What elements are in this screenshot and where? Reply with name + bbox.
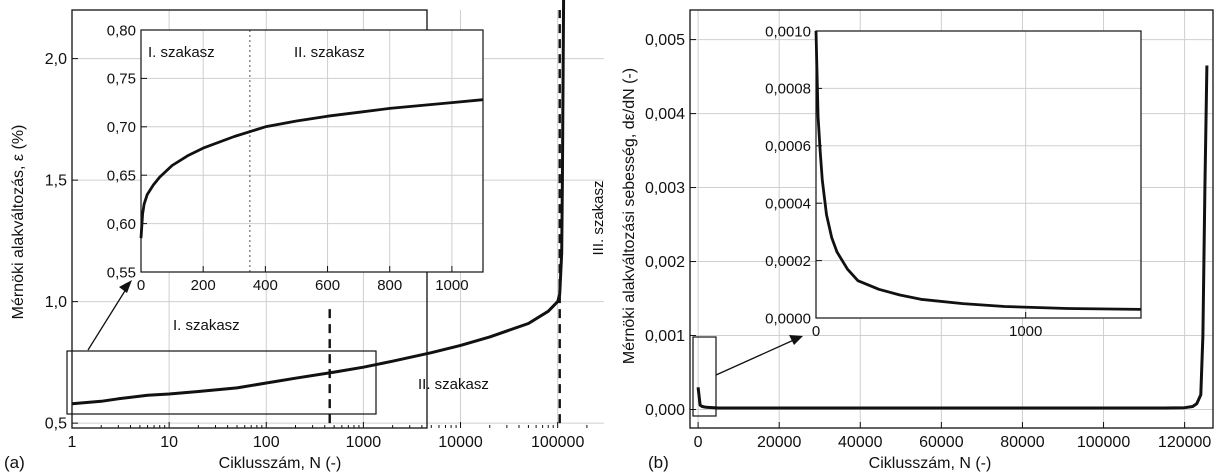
panel-b-inset-x-tick-label: 1000 [1009, 323, 1042, 340]
panel-a-y-tick-label: 0,5 [45, 416, 67, 433]
panel-b-x-tick-label: 60000 [919, 434, 964, 451]
panel-a-series [71, 0, 566, 406]
panel-b-y-axis-title: Mérnöki alakváltozási sebesség, dε/dN (-… [621, 68, 638, 364]
panel-a-stage-3-label: III. szakasz [590, 180, 607, 255]
panel-b: 0 20000 40000 60000 80000 100000 120000 0,000 0,… [621, 9, 1214, 472]
panel-b-y-tick-label: 0,002 [645, 254, 685, 271]
panel-a-strain-line-0 [71, 0, 566, 406]
panel-a-inset-x-tick-label: 200 [191, 277, 216, 294]
panel-a-y-axis-title: Mérnöki alakváltozás, ε (%) [10, 125, 27, 320]
panel-b-inset-y-tick-label: 0,0004 [765, 195, 811, 212]
panel-b-y-tick-label: 0,005 [645, 32, 685, 49]
panel-b-y-tick-label: 0,001 [645, 328, 685, 345]
panel-a-inset-x-tick-label: 800 [377, 277, 402, 294]
panel-a-inset-y-tick-label: 0,70 [107, 119, 136, 136]
panel-a-x-tick-label: 100 [253, 434, 280, 451]
panel-b-x-tick-label: 120000 [1158, 434, 1211, 451]
panel-b-inset-y-tick-label: 0,0002 [765, 253, 811, 270]
panel-b-y-tick-label: 0,003 [645, 180, 685, 197]
panel-a-y-tick-label: 1,0 [45, 294, 67, 311]
panel-b-inset-x-tick-label: 0 [812, 323, 820, 340]
panel-a-x-tick-label: 100000 [531, 434, 584, 451]
panel-a-inset-x-tick-label: 600 [315, 277, 340, 294]
panel-b-inset-y-tick-label: 0,0008 [765, 81, 811, 98]
panel-b-x-tick-label: 100000 [1077, 434, 1130, 451]
panel-b-inset-y-tick-label: 0,0010 [765, 23, 811, 40]
panel-b-x-tick-label: 40000 [838, 434, 883, 451]
panel-a-stage-2-label: II. szakasz [418, 376, 489, 393]
panel-a-y-tick-label: 1,5 [45, 173, 67, 190]
panel-a-inset-y-tick-label: 0,60 [107, 216, 136, 233]
panel-a-y-tick-label: 2,0 [45, 51, 67, 68]
panel-a-inset-x-tick-label: 400 [253, 277, 278, 294]
panel-a-label: (a) [4, 453, 25, 472]
panel-a-stage-dividers [328, 10, 561, 424]
panel-a-inset-strain-line-0 [139, 98, 484, 239]
panel-a-inset-stage-1-label: I. szakasz [148, 44, 215, 61]
panel-a-inset-y-tick-label: 0,65 [107, 167, 136, 184]
panel-a-inset-frame [140, 29, 484, 273]
panel-a-inset: 0 200 400 600 800 1000 0,55 0,60 0,65 0,70 0,75 0,8… [107, 22, 484, 294]
panel-a-x-tick-label: 1 [68, 434, 77, 451]
panel-b-inset-ticks: 0 1000 0,0000 0,0002 0,0004 0,0006 0,0008 0,001… [765, 23, 1042, 340]
panel-b-zoom-arrow [715, 338, 797, 376]
panel-a-zoom-box [66, 350, 377, 415]
panel-b-inset-y-tick-label: 0,0006 [765, 138, 811, 155]
panel-a-inset-y-tick-label: 0,55 [107, 264, 136, 281]
panel-b-zoom-box [692, 336, 717, 417]
panel-a-zoom-arrow [87, 285, 129, 351]
panel-a-zoom-arrowhead [119, 280, 132, 293]
panel-b-x-tick-label: 80000 [1000, 434, 1045, 451]
panel-a-inset-x-tick-label: 1000 [435, 277, 468, 294]
panel-b-x-axis-title: Ciklusszám, N (-) [869, 455, 992, 472]
panel-b-strain-rate-line-0 [696, 65, 1209, 410]
panel-a-x-tick-label: 10000 [438, 434, 483, 451]
panel-b-plot-frame [689, 9, 1214, 429]
panel-b-inset-y-tick-label: 0,0000 [765, 310, 811, 327]
panel-b-inset-background [816, 31, 1141, 318]
panel-b-x-tick-label: 20000 [757, 434, 802, 451]
panel-b-series [696, 65, 1209, 410]
panel-a-x-tick-label: 1000 [346, 434, 382, 451]
panel-b-inset: 0 1000 0,0000 0,0002 0,0004 0,0006 0,0008 0,001… [765, 23, 1142, 340]
panel-a-x-axis-title: Ciklusszám, N (-) [219, 455, 342, 472]
panel-b-label: (b) [648, 453, 669, 472]
panel-a-inset-series [139, 98, 484, 239]
panel-a-stage-1-label: I. szakasz [173, 317, 240, 334]
panel-a-inset-y-tick-label: 0,75 [107, 71, 136, 88]
panel-b-y-tick-label: 0,004 [645, 106, 685, 123]
panel-b-inset-series [814, 30, 1142, 311]
panel-a-inset-ticks: 0 200 400 600 800 1000 0,55 0,60 0,65 0,70 0,75 0,8… [107, 22, 469, 294]
panel-b-inset-strain-rate-line-0 [814, 30, 1142, 311]
panel-a-inset-background [141, 30, 483, 272]
panel-b-y-tick-label: 0,000 [645, 402, 685, 419]
panel-b-ticks: 0 20000 40000 60000 80000 100000 120000 0,000 0,… [645, 32, 1211, 451]
panel-a-inset-y-tick-label: 0,80 [107, 22, 136, 39]
panel-b-zoom-arrowhead [789, 335, 803, 345]
panel-a-x-tick-label: 10 [160, 434, 178, 451]
panel-b-x-tick-label: 0 [694, 434, 703, 451]
panel-a-inset-x-tick-label: 0 [137, 277, 145, 294]
panel-b-inset-frame [815, 30, 1142, 319]
panel-a-inset-stage-2-label: II. szakasz [294, 44, 365, 61]
